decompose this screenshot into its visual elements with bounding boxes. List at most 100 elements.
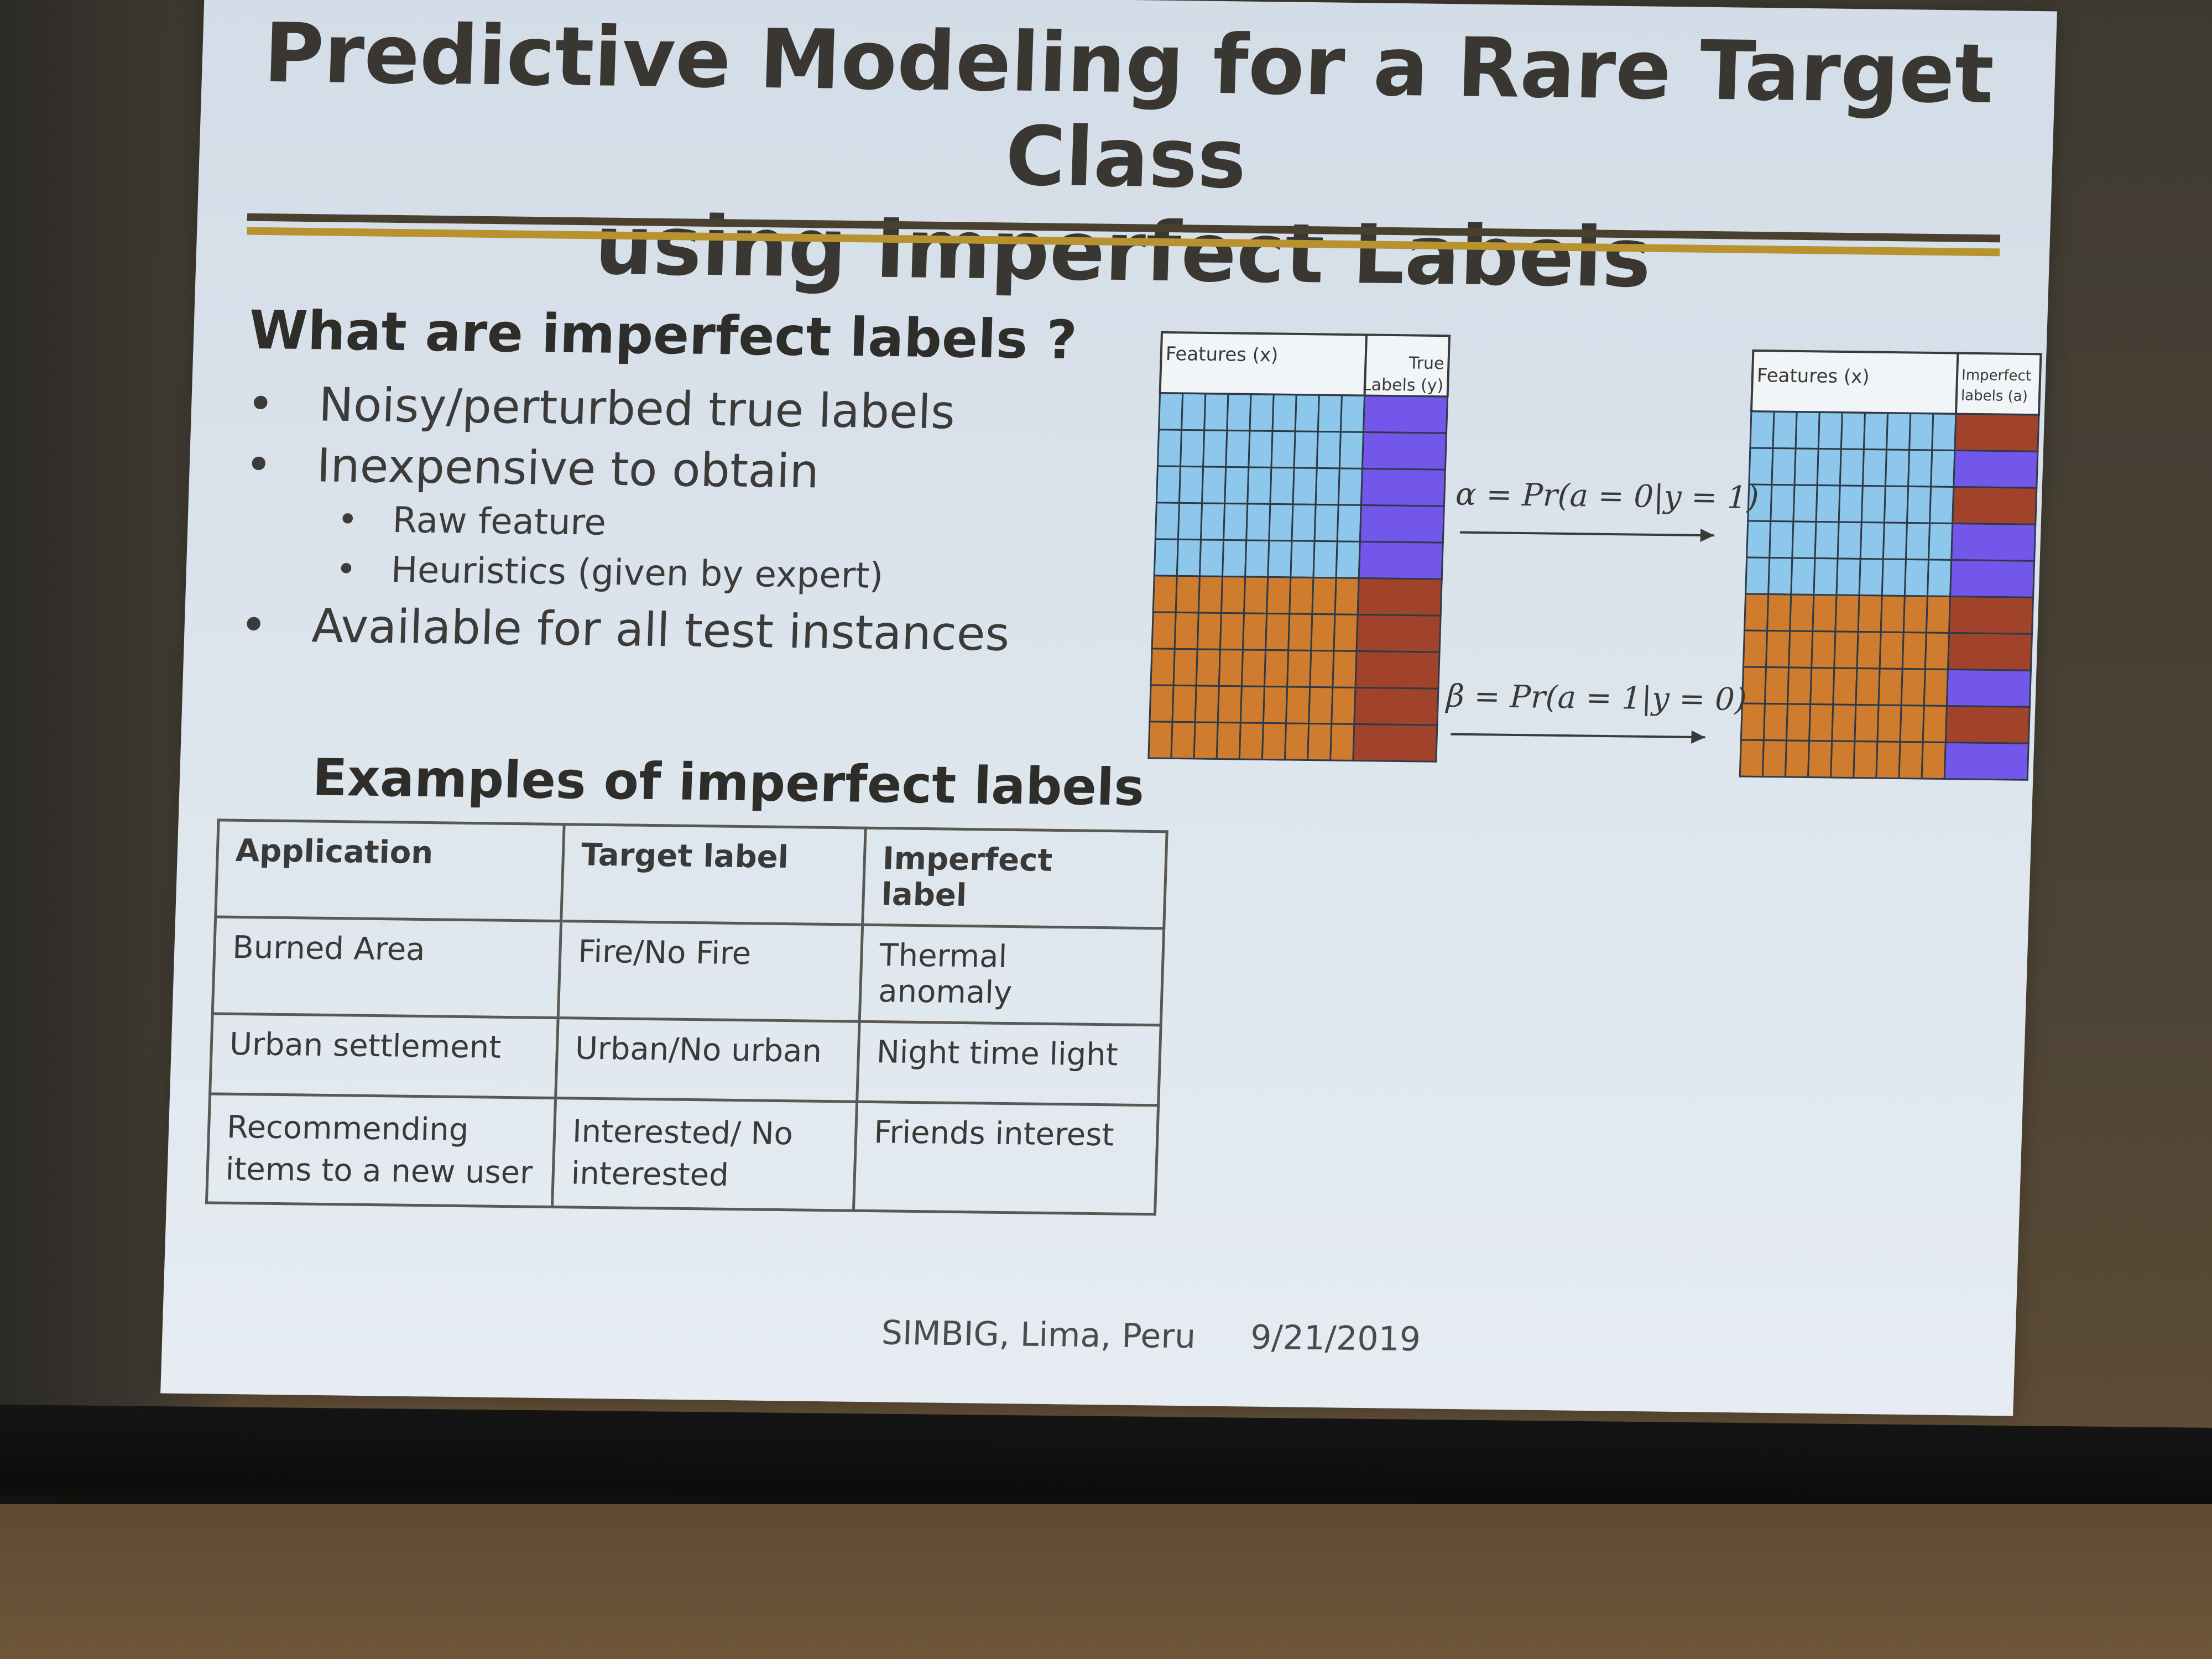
feature-cell [1171, 684, 1197, 723]
feature-cell [1264, 649, 1290, 688]
feature-cell [1224, 466, 1250, 505]
feature-cell [1837, 521, 1863, 560]
label-cell [1954, 413, 2040, 452]
table-cell: Urban settlement [210, 1013, 559, 1098]
feature-cell [1170, 721, 1196, 760]
feature-cell [1268, 503, 1294, 542]
alpha-arrow-line [1459, 531, 1714, 537]
feature-cell [1791, 520, 1817, 560]
true-labels-line1: True [1408, 353, 1444, 373]
footer-date: 9/21/2019 [1250, 1318, 1422, 1359]
feature-cell [1215, 721, 1241, 760]
imperfect-labels-line1: Imperfect [1961, 367, 2032, 385]
feature-cell [1219, 612, 1245, 651]
feature-cell [1905, 521, 1931, 561]
projected-slide: Predictive Modeling for a Rare Target Cl… [160, 0, 2057, 1416]
feature-cell [1833, 630, 1859, 670]
feature-cell [1290, 540, 1316, 578]
label-cell [1354, 650, 1441, 690]
label-cell [1358, 540, 1444, 580]
feature-cell [1901, 631, 1927, 670]
feature-cell [1770, 483, 1796, 523]
feature-cell [1155, 465, 1182, 504]
feature-cell [1333, 613, 1359, 652]
feature-cell [1742, 629, 1768, 669]
feature-cell [1931, 413, 1957, 452]
feature-cell [1181, 392, 1207, 431]
feature-cell [1217, 685, 1243, 724]
floor [0, 1504, 2212, 1659]
feature-cell [1288, 576, 1314, 615]
feature-cell [1244, 539, 1270, 578]
feature-cell [1838, 484, 1864, 524]
feature-cell [1840, 411, 1866, 451]
feature-cell [1154, 502, 1181, 540]
feature-cell [1858, 557, 1884, 597]
label-cell [1355, 613, 1442, 653]
feature-cell [1225, 429, 1251, 468]
feature-cell [1331, 686, 1357, 725]
label-cell [1948, 595, 2034, 635]
feature-cell [1903, 558, 1930, 597]
feature-cell [1788, 630, 1814, 669]
feature-cell [1883, 485, 1910, 524]
feature-cell [1337, 467, 1363, 506]
feature-cell [1816, 447, 1842, 487]
label-cell [1949, 559, 2036, 598]
label-cell [1360, 467, 1446, 507]
slide-footer: SIMBIG, Lima, Peru 9/21/2019 [881, 1313, 1421, 1359]
label-cell [1943, 741, 2030, 781]
feature-cell [1808, 703, 1834, 742]
feature-cell [1238, 722, 1265, 760]
feature-cell [1876, 704, 1902, 743]
feature-cell [1226, 393, 1252, 432]
feature-cell [1173, 611, 1199, 650]
feature-cell [1149, 684, 1175, 723]
feature-cell [1176, 538, 1202, 577]
imperfect-label-grid [1739, 410, 2040, 781]
feature-cell [1312, 540, 1338, 579]
feature-cell [1768, 520, 1794, 559]
feature-cell [1198, 539, 1225, 577]
feature-cell [1879, 631, 1905, 670]
label-diagrams: Features (x) True Labels (y) Features (x… [1147, 331, 2042, 781]
label-cell [1945, 668, 2032, 708]
feature-cell [1246, 466, 1272, 505]
feature-cell [1311, 576, 1337, 615]
feature-cell [1746, 520, 1772, 559]
feature-cell [1877, 667, 1903, 707]
feature-cell [1853, 740, 1879, 779]
feature-cell [1222, 539, 1248, 578]
feature-cell [1291, 503, 1317, 542]
feature-cell [1223, 502, 1249, 541]
feature-cell [1177, 502, 1203, 541]
feature-cell [1812, 593, 1838, 633]
feature-cell [1195, 648, 1221, 687]
feature-cell [1156, 429, 1183, 467]
feature-cell [1856, 630, 1882, 670]
feature-cell [1881, 558, 1907, 597]
feature-cell [1240, 649, 1267, 687]
label-cell [1361, 431, 1448, 471]
feature-cell [1175, 575, 1201, 614]
beta-arrow-line [1451, 733, 1705, 739]
arrow-right-icon [1700, 528, 1714, 542]
table-row: Recommending items to a new user Interes… [206, 1093, 1159, 1214]
feature-cell [1194, 685, 1220, 723]
matrix-header-divider [1954, 353, 1959, 414]
feature-cell [1266, 576, 1292, 615]
header-target-label: Target label [561, 824, 866, 925]
feature-cell [1201, 466, 1227, 504]
label-cell [1353, 686, 1439, 726]
feature-cell [1857, 594, 1883, 633]
feature-cell [1248, 430, 1274, 468]
feature-cell [1807, 739, 1833, 779]
feature-cell [1285, 686, 1311, 724]
feature-cell [1199, 502, 1226, 541]
true-label-grid [1147, 392, 1449, 763]
feature-cell [1787, 666, 1813, 706]
feature-cell [1886, 412, 1912, 451]
table-cell: Fire/No Fire [558, 921, 863, 1022]
feature-cell [1860, 484, 1887, 524]
feature-cell [1310, 613, 1336, 652]
